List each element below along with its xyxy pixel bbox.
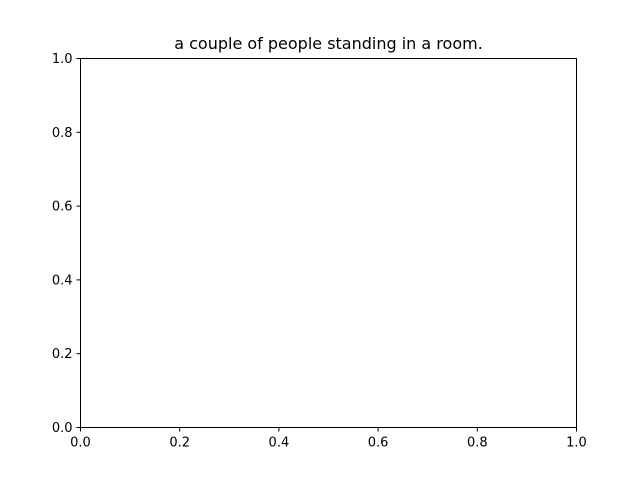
x-tick-label: 0.4 xyxy=(269,436,290,451)
y-axis-ticks: 0.0 0.2 0.4 0.6 0.8 1.0 xyxy=(52,52,81,436)
x-tick-label: 0.6 xyxy=(368,436,389,451)
y-tick-label: 0.4 xyxy=(52,273,73,288)
x-tick-label: 0.0 xyxy=(70,436,91,451)
x-tick-label: 1.0 xyxy=(566,436,587,451)
y-tick-label: 0.2 xyxy=(52,347,73,362)
x-axis-ticks: 0.0 0.2 0.4 0.6 0.8 1.0 xyxy=(70,427,587,451)
x-tick-label: 0.8 xyxy=(467,436,488,451)
x-tick-label: 0.2 xyxy=(169,436,190,451)
plot-frame xyxy=(80,58,577,428)
y-tick-label: 1.0 xyxy=(52,52,73,67)
y-tick-label: 0.6 xyxy=(52,200,73,215)
y-tick-label: 0.0 xyxy=(52,421,73,436)
chart-title: a couple of people standing in a room. xyxy=(174,34,483,53)
plot-area xyxy=(80,58,577,428)
y-tick-label: 0.8 xyxy=(52,126,73,141)
